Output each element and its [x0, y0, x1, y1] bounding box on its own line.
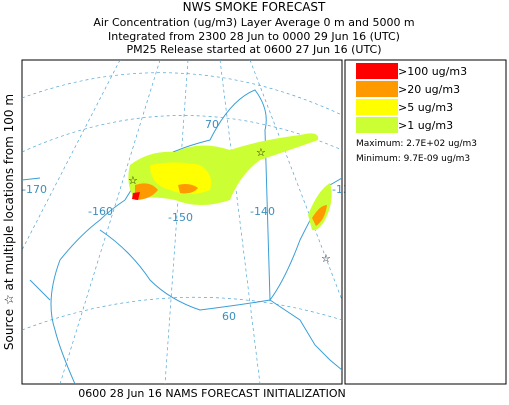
coastline — [269, 299, 342, 371]
legend-swatch — [356, 117, 398, 133]
legend-maximum: Maximum: 2.7E+02 ug/m3 — [356, 139, 477, 149]
smoke — [178, 184, 198, 194]
subtitle: Integrated from 2300 28 Jun to 0000 29 J… — [108, 30, 400, 43]
legend-swatch — [356, 63, 398, 79]
grid-line — [219, 60, 261, 384]
grid-line — [22, 296, 342, 331]
map: ☆ ☆ ☆ 70 -170 -160 -150 -140 -130 60 — [21, 59, 357, 385]
grid-label: -170 — [22, 183, 47, 196]
grid-label: 60 — [222, 310, 236, 323]
grid-line — [22, 115, 342, 153]
grid-line — [164, 60, 189, 384]
title: NWS SMOKE FORECAST — [183, 0, 326, 14]
legend-swatch — [356, 99, 398, 115]
side-label: Source ☆ at multiple locations from 100 … — [2, 94, 16, 350]
grid-line — [22, 72, 342, 116]
footer: 0600 28 Jun 16 NAMS FORECAST INITIALIZAT… — [78, 387, 346, 400]
subtitle: Air Concentration (ug/m3) Layer Average … — [93, 16, 414, 29]
grid-line — [59, 60, 161, 384]
grid-label: -140 — [250, 205, 275, 218]
source-marker: ☆ — [256, 146, 266, 159]
source-marker: ☆ — [321, 252, 331, 265]
legend-swatch — [356, 81, 398, 97]
smoke — [132, 192, 140, 200]
source-marker: ☆ — [128, 174, 138, 187]
legend-label: >5 ug/m3 — [398, 101, 453, 114]
smoke — [135, 183, 158, 200]
coastline — [22, 177, 51, 301]
legend: Maximum: 2.7E+02 ug/m3 Minimum: 9.7E-09 … — [344, 59, 507, 385]
grid-label: 70 — [205, 118, 219, 131]
legend-label: >100 ug/m3 — [398, 65, 467, 78]
grid-label: -160 — [88, 205, 113, 218]
smoke — [150, 162, 212, 194]
coastline — [99, 229, 271, 311]
coastline — [50, 199, 126, 384]
legend-minimum: Minimum: 9.7E-09 ug/m3 — [356, 154, 470, 164]
map-frame — [21, 59, 343, 385]
smoke — [312, 205, 327, 226]
legend-label: >1 ug/m3 — [398, 119, 453, 132]
legend-label: >20 ug/m3 — [398, 83, 460, 96]
grid-label: -150 — [168, 211, 193, 224]
grid-line — [249, 60, 342, 301]
subtitle: PM25 Release started at 0600 27 Jun 16 (… — [126, 43, 381, 56]
